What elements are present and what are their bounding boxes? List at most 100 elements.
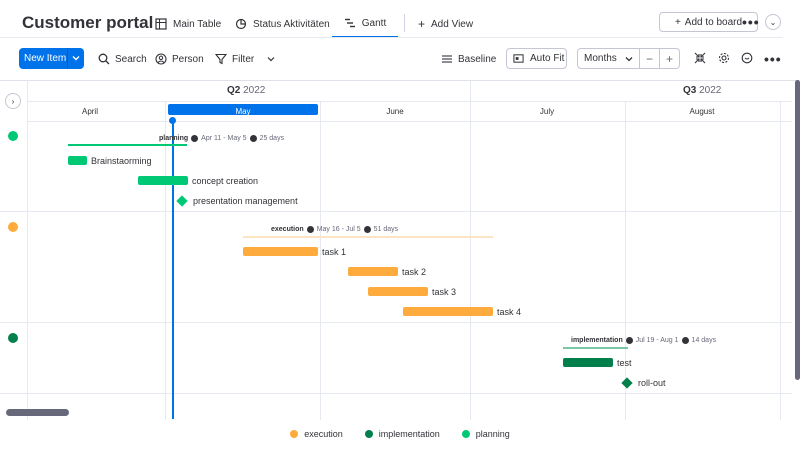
tab-gantt[interactable]: Gantt bbox=[332, 10, 398, 38]
person-icon bbox=[155, 53, 167, 65]
gridline bbox=[470, 80, 471, 420]
gantt-chart: › Q2 2022 Q3 2022 April June July August bbox=[0, 80, 800, 420]
chevron-down-icon bbox=[267, 57, 275, 62]
task-label: task 1 bbox=[322, 247, 347, 257]
quarter-year: 2022 bbox=[243, 85, 266, 96]
group-divider bbox=[0, 211, 792, 212]
search-button[interactable]: Search bbox=[98, 52, 147, 66]
zoom-out-button[interactable]: − bbox=[639, 48, 660, 69]
group-range: Apr 11 - May 5 bbox=[201, 135, 247, 142]
legend-item-execution: execution bbox=[290, 424, 343, 444]
dot-icon bbox=[306, 226, 314, 233]
task-label: concept creation bbox=[192, 176, 259, 186]
task-bar[interactable] bbox=[243, 247, 318, 256]
group-range: Jul 19 - Aug 1 bbox=[635, 337, 679, 344]
group-name: execution bbox=[271, 226, 304, 233]
filter-button[interactable]: Filter bbox=[215, 52, 277, 66]
quarter-label: Q3 bbox=[683, 85, 697, 96]
tab-divider bbox=[404, 14, 405, 32]
task-bar[interactable] bbox=[68, 156, 87, 165]
chevron-down-icon[interactable]: ⌄ bbox=[765, 14, 781, 30]
quarter-year: 2022 bbox=[699, 85, 722, 96]
baseline-icon bbox=[442, 55, 452, 63]
months-select[interactable]: Months bbox=[577, 48, 640, 69]
chart-icon bbox=[235, 18, 247, 30]
dot-icon bbox=[363, 226, 371, 233]
person-filter-button[interactable]: Person bbox=[155, 52, 204, 66]
legend-dot bbox=[364, 430, 373, 438]
split-divider bbox=[67, 48, 68, 69]
baseline-button[interactable]: Baseline bbox=[441, 52, 496, 66]
gridline bbox=[320, 101, 321, 420]
task-label: task 4 bbox=[497, 307, 522, 317]
task-label: test bbox=[617, 358, 632, 368]
header-divider bbox=[0, 37, 783, 38]
tab-label: Main Table bbox=[173, 18, 222, 30]
task-label: task 3 bbox=[432, 287, 457, 297]
dot-icon bbox=[249, 135, 257, 142]
search-label: Search bbox=[115, 53, 147, 65]
filter-label: Filter bbox=[232, 53, 255, 65]
auto-fit-button[interactable]: Auto Fit bbox=[506, 48, 567, 69]
legend-label: planning bbox=[475, 429, 510, 439]
task-bar[interactable] bbox=[138, 176, 188, 185]
zoom-in-button[interactable]: + bbox=[659, 48, 680, 69]
group-color-dot[interactable] bbox=[8, 333, 18, 343]
group-name: implementation bbox=[571, 337, 623, 344]
task-bar[interactable] bbox=[563, 358, 613, 367]
group-summary-execution: execution May 16 - Jul 5 51 days bbox=[271, 226, 398, 233]
month-july: July bbox=[539, 107, 555, 116]
group-span-line bbox=[243, 236, 493, 238]
dot-icon bbox=[625, 337, 633, 344]
task-bar[interactable] bbox=[368, 287, 428, 296]
board-title[interactable]: Customer portal bbox=[22, 13, 154, 32]
more-icon[interactable]: ••• bbox=[764, 51, 782, 67]
dot-icon bbox=[681, 337, 689, 344]
task-bar[interactable] bbox=[403, 307, 493, 316]
quarter-header-row: Q2 2022 Q3 2022 bbox=[27, 80, 792, 102]
chevron-down-icon[interactable] bbox=[72, 54, 80, 62]
new-item-label: New Item bbox=[24, 53, 67, 64]
group-color-dot[interactable] bbox=[8, 222, 18, 232]
tab-main-table[interactable]: Main Table bbox=[155, 10, 221, 38]
month-august: August bbox=[689, 107, 715, 116]
group-range: May 16 - Jul 5 bbox=[316, 226, 361, 233]
group-color-dot[interactable] bbox=[8, 131, 18, 141]
months-value: Months bbox=[584, 53, 617, 64]
auto-fit-icon bbox=[513, 54, 524, 63]
group-summary-implementation: implementation Jul 19 - Aug 1 14 days bbox=[571, 337, 716, 344]
more-icon[interactable]: ••• bbox=[742, 14, 760, 30]
horizontal-scrollbar[interactable] bbox=[6, 409, 69, 416]
legend-dot bbox=[461, 430, 470, 438]
table-icon bbox=[155, 18, 167, 30]
group-summary-planning: planning Apr 11 - May 5 25 days bbox=[159, 135, 284, 142]
search-icon bbox=[98, 53, 110, 65]
quarter-label: Q2 bbox=[227, 85, 241, 96]
group-span-line bbox=[563, 347, 628, 349]
legend-dot bbox=[290, 430, 299, 438]
tab-status-aktivitaeten[interactable]: Status Aktivitäten bbox=[235, 10, 330, 38]
task-label: roll-out bbox=[638, 378, 666, 388]
plus-icon: + bbox=[418, 17, 426, 31]
today-line bbox=[172, 119, 174, 419]
gridline bbox=[625, 101, 626, 420]
month-april: April bbox=[81, 107, 98, 116]
tab-label: Add View bbox=[431, 18, 474, 30]
task-bar[interactable] bbox=[348, 267, 398, 276]
group-name: planning bbox=[159, 135, 189, 142]
board-header: Customer portal Main Table Status Aktivi… bbox=[0, 0, 800, 38]
chat-icon[interactable] bbox=[741, 52, 753, 64]
gridline bbox=[780, 101, 781, 420]
baseline-label: Baseline bbox=[458, 53, 497, 65]
group-span-line bbox=[68, 144, 187, 146]
dot-icon bbox=[191, 135, 199, 142]
gear-icon[interactable] bbox=[718, 52, 730, 64]
add-to-board-button[interactable]: + Add to board bbox=[659, 12, 758, 32]
collapse-arrows-icon[interactable] bbox=[694, 52, 706, 64]
group-divider bbox=[0, 393, 792, 394]
auto-fit-label: Auto Fit bbox=[530, 53, 565, 64]
chevron-right-icon[interactable]: › bbox=[5, 93, 21, 109]
new-item-button[interactable]: New Item bbox=[19, 48, 84, 69]
vertical-scrollbar[interactable] bbox=[795, 80, 800, 380]
tab-add-view[interactable]: + Add View bbox=[418, 10, 473, 38]
